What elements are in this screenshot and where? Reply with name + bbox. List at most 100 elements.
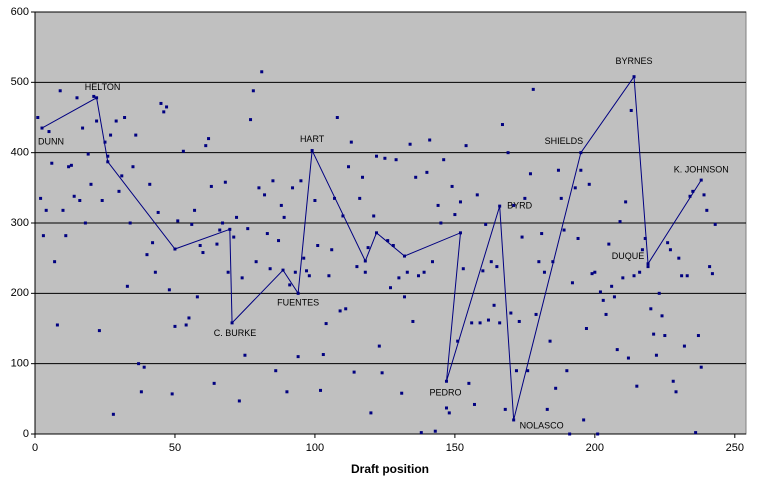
point (55, 323, 59, 327)
point (461, 267, 465, 271)
point (419, 431, 423, 435)
point (685, 274, 689, 278)
point (590, 272, 594, 276)
point (198, 244, 202, 248)
y-tick-label: 100 (11, 358, 29, 370)
point-label: FUENTES (277, 298, 319, 308)
point (559, 196, 563, 200)
point (111, 412, 115, 416)
point (377, 344, 381, 348)
point (190, 222, 194, 226)
point (458, 231, 462, 235)
point (193, 208, 197, 212)
point (375, 231, 379, 235)
point (246, 227, 250, 231)
point (230, 321, 234, 325)
y-tick-label: 300 (11, 217, 29, 229)
point (584, 327, 588, 330)
point (386, 239, 390, 243)
point (391, 244, 395, 248)
point (657, 291, 661, 295)
point (579, 151, 583, 155)
point (257, 186, 261, 190)
point (201, 251, 205, 255)
point (570, 281, 574, 285)
point (668, 248, 672, 252)
point (696, 334, 700, 338)
point (204, 144, 208, 148)
point (333, 196, 337, 200)
point-label: DUQUE (612, 251, 645, 261)
point (699, 178, 703, 182)
point (176, 219, 180, 223)
point (50, 161, 54, 165)
point (708, 265, 712, 269)
point (380, 371, 384, 375)
point (635, 384, 639, 388)
point (663, 334, 667, 338)
point (598, 290, 602, 294)
point-label: BYRNES (616, 56, 653, 66)
point (58, 89, 62, 93)
point (254, 260, 258, 264)
point (458, 200, 462, 204)
point (195, 295, 199, 299)
x-tick-label: 0 (32, 442, 38, 454)
point (456, 339, 460, 343)
point (319, 388, 323, 392)
point (534, 312, 538, 316)
point (400, 391, 404, 395)
point (397, 276, 401, 280)
point-label: C. BURKE (214, 328, 257, 338)
point (556, 168, 560, 172)
point (526, 369, 530, 373)
point (551, 260, 555, 264)
x-tick-label: 250 (726, 442, 744, 454)
point (142, 365, 146, 369)
point (694, 431, 698, 435)
point (506, 151, 510, 155)
point (414, 175, 418, 179)
point (114, 119, 118, 123)
point (282, 215, 286, 219)
point (517, 319, 521, 323)
point (531, 87, 535, 91)
point (145, 253, 149, 257)
point (523, 196, 527, 200)
y-tick-label: 400 (11, 147, 29, 159)
point (422, 270, 426, 274)
point (97, 329, 101, 333)
point (181, 149, 185, 153)
point (475, 193, 479, 197)
point (321, 353, 325, 357)
point (120, 174, 124, 178)
point (416, 274, 420, 278)
point (128, 221, 132, 225)
point (652, 332, 656, 336)
point (131, 165, 135, 169)
point (268, 267, 272, 271)
point (618, 220, 622, 224)
point (447, 411, 451, 415)
point (251, 89, 255, 93)
y-tick-label: 200 (11, 287, 29, 299)
point (209, 184, 213, 188)
point (173, 324, 177, 328)
point (383, 156, 387, 160)
point (347, 165, 351, 169)
point (660, 314, 664, 318)
point (514, 369, 518, 373)
point (81, 126, 85, 130)
point (481, 269, 485, 273)
point (568, 432, 572, 436)
point (702, 193, 706, 197)
y-tick-label: 600 (11, 6, 29, 18)
point (666, 241, 670, 245)
point (83, 221, 87, 225)
point-label: PEDRO (429, 388, 461, 398)
point (503, 407, 507, 411)
point (162, 110, 166, 114)
point (369, 411, 373, 415)
point (512, 203, 516, 207)
point (305, 269, 309, 273)
